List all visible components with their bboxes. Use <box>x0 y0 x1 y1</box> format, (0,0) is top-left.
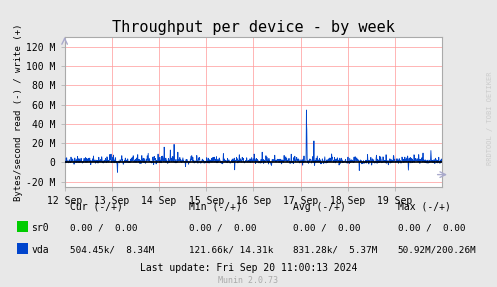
Bar <box>17 243 28 254</box>
Text: 121.66k/ 14.31k: 121.66k/ 14.31k <box>189 245 273 254</box>
Text: vda: vda <box>31 245 49 255</box>
Text: 0.00 /  0.00: 0.00 / 0.00 <box>189 224 256 233</box>
Text: 504.45k/  8.34M: 504.45k/ 8.34M <box>70 245 154 254</box>
Text: 0.00 /  0.00: 0.00 / 0.00 <box>70 224 137 233</box>
Y-axis label: Bytes/second read (-) / write (+): Bytes/second read (-) / write (+) <box>14 23 23 201</box>
Text: Avg (-/+): Avg (-/+) <box>293 201 346 212</box>
Text: Min (-/+): Min (-/+) <box>189 201 242 212</box>
Bar <box>17 221 28 232</box>
Title: Throughput per device - by week: Throughput per device - by week <box>112 20 395 35</box>
Text: 50.92M/200.26M: 50.92M/200.26M <box>398 245 476 254</box>
Text: 0.00 /  0.00: 0.00 / 0.00 <box>293 224 361 233</box>
Text: Last update: Fri Sep 20 11:00:13 2024: Last update: Fri Sep 20 11:00:13 2024 <box>140 263 357 273</box>
Text: Max (-/+): Max (-/+) <box>398 201 450 212</box>
Text: 831.28k/  5.37M: 831.28k/ 5.37M <box>293 245 378 254</box>
Text: 0.00 /  0.00: 0.00 / 0.00 <box>398 224 465 233</box>
Text: Cur (-/+): Cur (-/+) <box>70 201 122 212</box>
Text: Munin 2.0.73: Munin 2.0.73 <box>219 276 278 285</box>
Text: RRDTOOL / TOBI OETIKER: RRDTOOL / TOBI OETIKER <box>487 72 493 165</box>
Text: sr0: sr0 <box>31 223 49 233</box>
